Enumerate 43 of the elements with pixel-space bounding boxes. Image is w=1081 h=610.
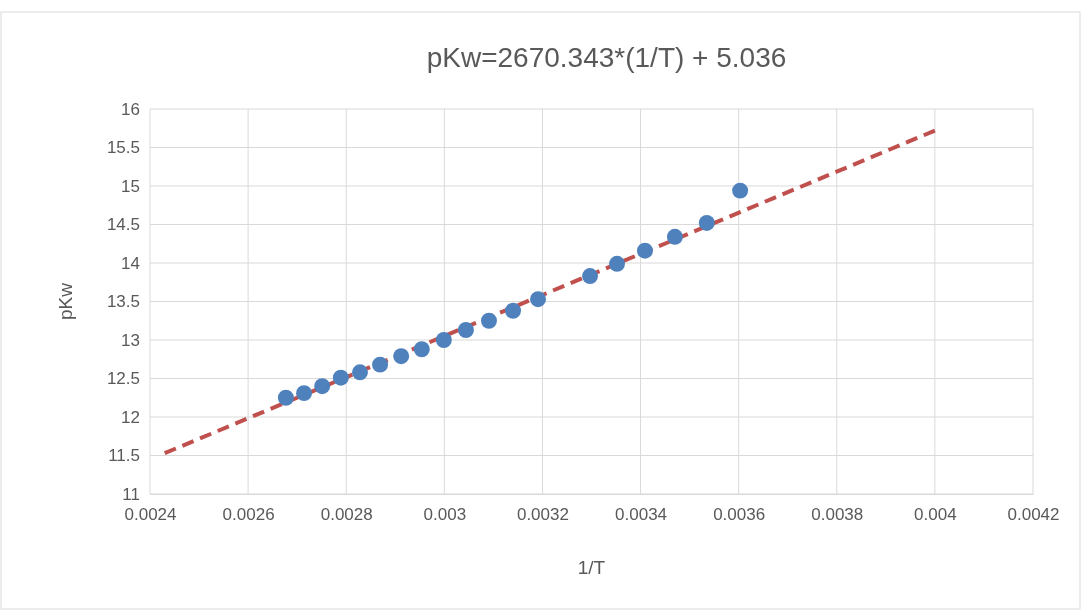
x-tick-label: 0.0042	[1007, 505, 1060, 525]
chart-title: pKw=2670.343*(1/T) + 5.036	[426, 42, 787, 73]
point	[582, 268, 599, 285]
y-axis-title: pKw	[55, 282, 76, 320]
point	[332, 369, 349, 386]
point	[393, 348, 410, 365]
x-tick-label: 0.0036	[713, 505, 766, 525]
y-tick-label: 14	[121, 253, 140, 273]
y-tick-label: 14.5	[106, 215, 140, 235]
point	[609, 255, 625, 272]
point	[296, 385, 313, 402]
y-tick-label: 11	[122, 484, 140, 504]
point	[698, 215, 715, 231]
y-tick-label: 13.5	[106, 292, 140, 312]
point	[435, 332, 452, 348]
point	[505, 302, 521, 319]
point	[277, 389, 294, 406]
y-tick-label: 11.5	[108, 446, 140, 466]
y-tick-label: 16	[121, 99, 140, 119]
y-tick-label: 15	[121, 176, 140, 196]
point	[457, 322, 474, 338]
y-tick-label: 12	[121, 407, 140, 427]
point	[480, 312, 497, 329]
point	[372, 356, 389, 373]
point	[530, 291, 547, 308]
y-tick-label: 15.5	[106, 138, 140, 158]
point	[314, 378, 331, 395]
point	[666, 228, 683, 245]
point	[732, 182, 749, 199]
x-tick-label: 0.0024	[124, 505, 177, 525]
y-tick-label: 12.5	[106, 369, 140, 389]
x-tick-label: 0.0034	[615, 505, 668, 525]
y-tick-label: 13	[121, 330, 140, 350]
point	[351, 364, 368, 381]
x-tick-label: 0.004	[914, 505, 957, 525]
x-tick-label: 0.0026	[222, 505, 275, 525]
x-axis-title: 1/T	[577, 557, 606, 578]
point	[413, 341, 430, 358]
x-tick-label: 0.0032	[516, 505, 569, 525]
x-tick-label: 0.003	[423, 505, 467, 525]
x-tick-label: 0.0028	[320, 505, 373, 525]
x-tick-label: 0.0038	[811, 505, 864, 525]
point	[636, 242, 653, 259]
